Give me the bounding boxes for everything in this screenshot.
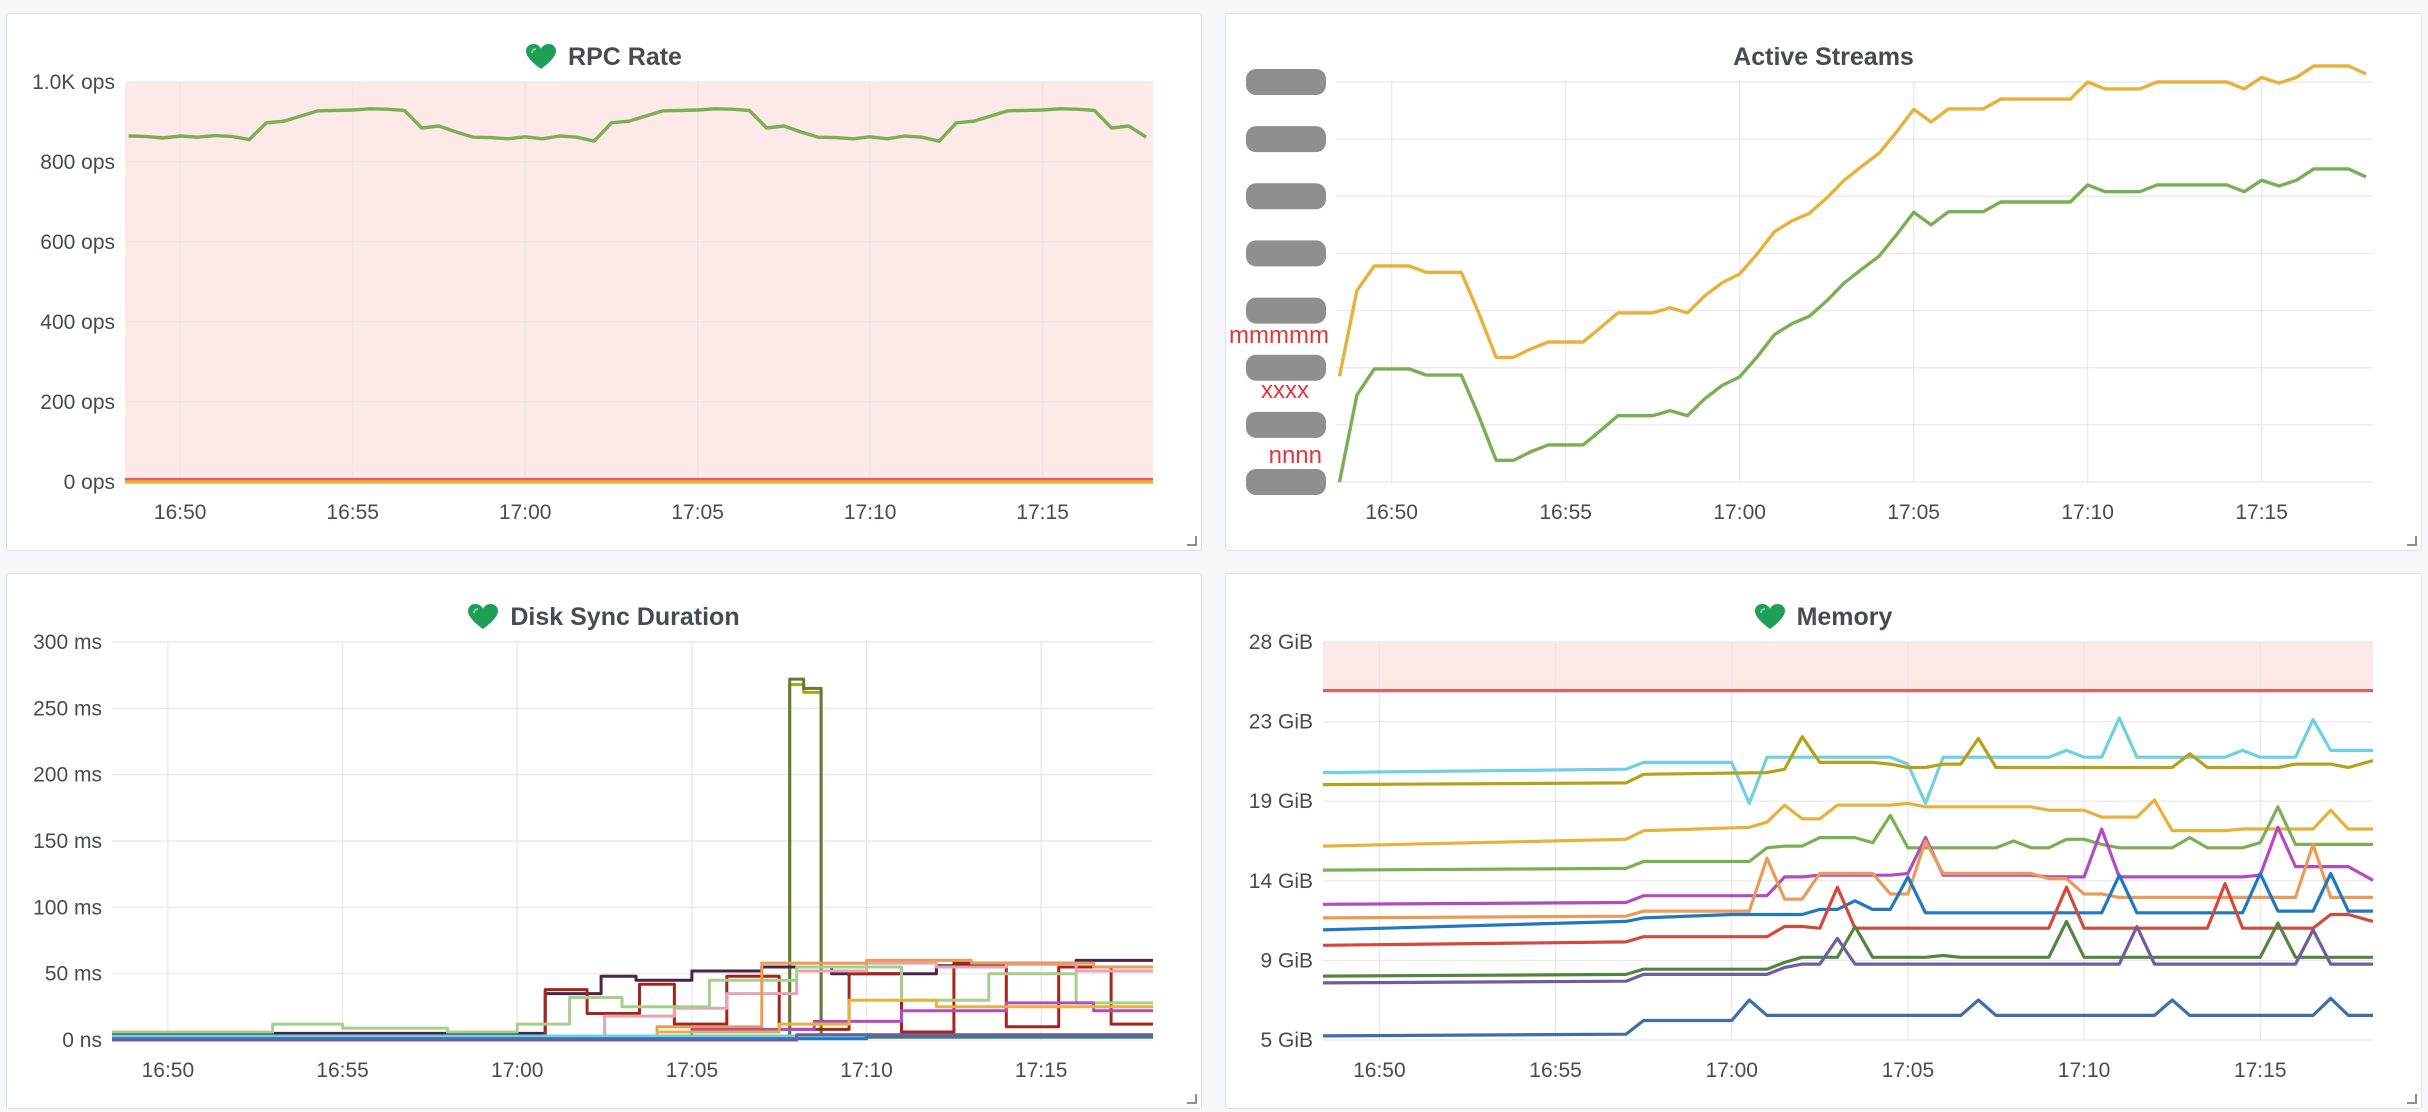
y-tick-label: 200 ms xyxy=(33,764,102,787)
x-tick-label: 16:55 xyxy=(1529,1059,1582,1082)
series-line xyxy=(112,958,1153,1037)
x-tick-label: 17:05 xyxy=(1887,501,1940,524)
masked-label: xxxx xyxy=(1261,377,1309,404)
x-tick-label: 17:05 xyxy=(1882,1059,1935,1082)
masked-label: nnnn xyxy=(1269,442,1322,469)
series-line xyxy=(1337,64,2367,377)
series-line xyxy=(1322,919,2373,978)
y-tick-label: 100 ms xyxy=(33,896,102,919)
y-tick-label: 300 ms xyxy=(33,631,102,654)
x-tick-label: 17:10 xyxy=(2061,501,2114,524)
series-line xyxy=(1322,805,2373,872)
chart-memory[interactable]: 5 GiB 9 GiB 14 GiB 19 GiB 23 GiB 28 GiB 16:50 1… xyxy=(1226,574,2422,1109)
y-tick-label: 200 ops xyxy=(40,391,115,414)
masked-label: mmmmm xyxy=(1229,322,1329,349)
series-line xyxy=(1322,825,2374,906)
panel-title[interactable]: Active Streams xyxy=(1226,40,2421,74)
series-line xyxy=(112,958,1153,1041)
panel-disk-sync-duration: Disk Sync Duration 0 ns 50 ms 100 ms 150 ms… xyxy=(6,573,1202,1109)
chart-active-streams[interactable]: 16:50 16:55 17:00 17:05 17:10 17:15 mmmmm xxxx n… xyxy=(1226,14,2422,551)
series-line xyxy=(1322,882,2374,947)
y-tick-label: 9 GiB xyxy=(1260,950,1313,973)
resize-handle[interactable] xyxy=(1187,1094,1197,1104)
y-tick-label: 600 ops xyxy=(40,231,115,254)
x-tick-label: 17:05 xyxy=(666,1059,719,1082)
resize-handle[interactable] xyxy=(2407,1094,2417,1104)
x-tick-label: 16:55 xyxy=(1539,501,1592,524)
heart-icon xyxy=(1754,604,1785,629)
panel-title[interactable]: RPC Rate xyxy=(7,40,1201,74)
x-tick-label: 17:15 xyxy=(2234,1059,2287,1082)
series-line xyxy=(1322,996,2373,1038)
x-tick-label: 17:10 xyxy=(844,501,897,524)
x-tick-label: 16:50 xyxy=(142,1059,195,1082)
panel-title-text: RPC Rate xyxy=(568,43,682,71)
x-tick-label: 16:50 xyxy=(1365,501,1418,524)
heart-icon xyxy=(526,44,557,69)
x-tick-label: 16:55 xyxy=(326,501,379,524)
x-tick-label: 17:00 xyxy=(491,1059,544,1082)
x-tick-label: 17:05 xyxy=(671,501,724,524)
x-tick-label: 17:10 xyxy=(2058,1059,2111,1082)
x-tick-label: 17:15 xyxy=(1015,1059,1068,1082)
x-tick-label: 17:10 xyxy=(840,1059,893,1082)
redacted-y-label xyxy=(1246,69,1326,95)
panel-title-text: Active Streams xyxy=(1733,43,1914,71)
redacted-y-label xyxy=(1246,240,1326,267)
resize-handle[interactable] xyxy=(2407,536,2417,546)
redacted-y-label xyxy=(1246,411,1326,438)
chart-disk-sync-duration[interactable]: 0 ns 50 ms 100 ms 150 ms 200 ms 250 ms 300 ms 1… xyxy=(7,574,1202,1109)
series-line xyxy=(1322,798,2373,848)
series-line xyxy=(1322,735,2374,787)
series-line xyxy=(112,677,1153,1041)
y-tick-label: 0 ops xyxy=(64,471,115,494)
x-tick-label: 17:00 xyxy=(1705,1059,1758,1082)
series-line xyxy=(1337,167,2367,483)
redacted-y-label xyxy=(1246,297,1326,324)
series-line xyxy=(1322,716,2373,805)
y-tick-label: 1.0K ops xyxy=(32,71,115,94)
x-tick-label: 16:55 xyxy=(316,1059,369,1082)
y-tick-label: 150 ms xyxy=(33,830,102,853)
series-line xyxy=(112,1033,1153,1042)
heart-icon xyxy=(468,604,499,629)
panel-memory: Memory 5 GiB 9 GiB 14 GiB 19 GiB 23 GiB 28 Gi… xyxy=(1225,573,2422,1109)
panel-title-text: Disk Sync Duration xyxy=(510,603,740,631)
redacted-y-label xyxy=(1246,354,1326,381)
panel-title-text: Memory xyxy=(1796,603,1893,631)
panel-rpc-rate: RPC Rate 0 ops 200 ops 400 ops 600 ops 800 o… xyxy=(6,13,1202,551)
redacted-y-label xyxy=(1246,126,1326,153)
x-tick-label: 17:00 xyxy=(1713,501,1766,524)
x-tick-label: 16:50 xyxy=(154,501,207,524)
threshold-band xyxy=(1323,642,2373,691)
y-tick-label: 0 ns xyxy=(62,1029,102,1052)
panel-title[interactable]: Disk Sync Duration xyxy=(7,600,1201,634)
y-tick-label: 250 ms xyxy=(33,697,102,720)
panel-active-streams: Active Streams 16:50 16:55 17:00 17:05 17:10… xyxy=(1225,13,2422,551)
redacted-y-label xyxy=(1246,469,1326,495)
y-tick-label: 50 ms xyxy=(45,963,102,986)
y-tick-label: 28 GiB xyxy=(1249,631,1313,654)
y-tick-label: 14 GiB xyxy=(1249,870,1313,893)
series-line xyxy=(128,107,1148,143)
x-tick-label: 17:00 xyxy=(499,501,552,524)
chart-rpc-rate[interactable]: 0 ops 200 ops 400 ops 600 ops 800 ops 1.0K op… xyxy=(7,14,1202,551)
series-line xyxy=(1322,839,2373,920)
y-tick-label: 23 GiB xyxy=(1249,711,1313,734)
y-tick-label: 5 GiB xyxy=(1260,1029,1313,1052)
series-line xyxy=(112,683,1153,1039)
y-tick-label: 400 ops xyxy=(40,311,115,334)
panel-title[interactable]: Memory xyxy=(1226,600,2421,634)
redacted-y-label xyxy=(1246,183,1326,210)
resize-handle[interactable] xyxy=(1187,536,1197,546)
series-line xyxy=(1322,924,2373,985)
x-tick-label: 17:15 xyxy=(1016,501,1069,524)
x-tick-label: 16:50 xyxy=(1353,1059,1406,1082)
series-line xyxy=(1322,871,2373,932)
series-line xyxy=(112,965,1153,1034)
x-tick-label: 17:15 xyxy=(2235,501,2288,524)
y-tick-label: 19 GiB xyxy=(1249,790,1313,813)
threshold-band xyxy=(125,82,1153,482)
y-tick-label: 800 ops xyxy=(40,151,115,174)
